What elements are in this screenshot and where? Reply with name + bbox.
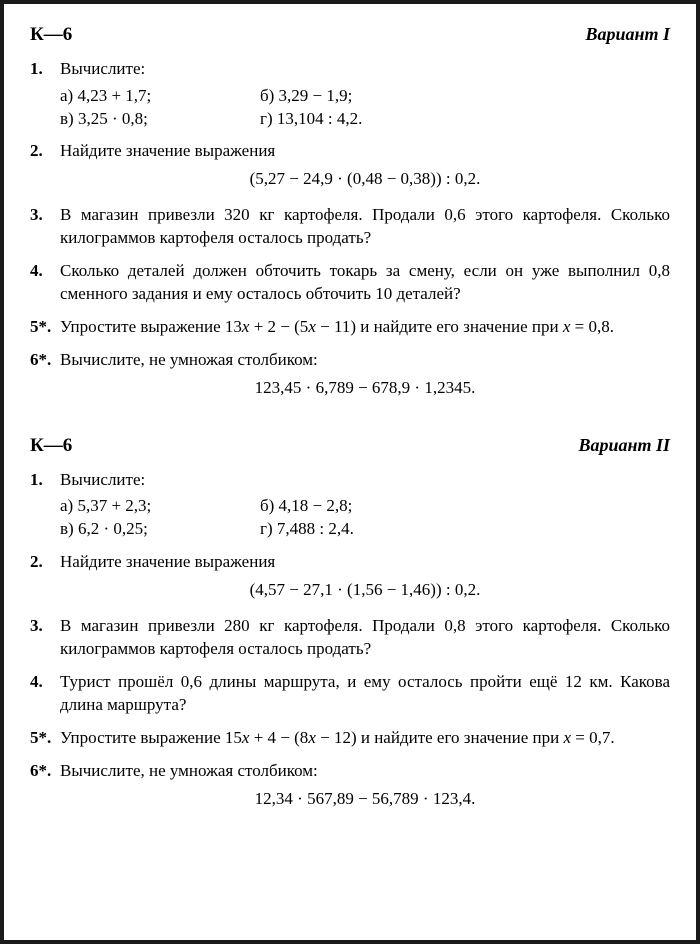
page-root: К—6Вариант I1.Вычислите:а) 4,23 + 1,7;б)… [30,22,670,814]
problem-number: 6*. [30,349,60,403]
subparts-row: а) 5,37 + 2,3;б) 4,18 − 2,8; [60,495,670,518]
variant-label: Вариант II [578,433,670,457]
subparts-row: в) 6,2 · 0,25;г) 7,488 : 2,4. [60,518,670,541]
problem-body: Сколько деталей должен обточить токарь з… [60,260,670,306]
problem-intro: Найдите значение выражения [60,551,670,574]
problem-intro: Вычислите, не умножая столбиком: [60,760,670,783]
problem-body: Вычислите, не умножая столбиком: 123,45 ·… [60,349,670,403]
problem-number: 4. [30,260,60,306]
problem-number: 2. [30,140,60,194]
problem: 2.Найдите значение выражения (4,57 − 27,1… [30,551,670,605]
problem-number: 6*. [30,760,60,814]
problem-body: Найдите значение выражения (4,57 − 27,1 ·… [60,551,670,605]
problem-number: 1. [30,469,60,542]
subpart: а) 5,37 + 2,3; [60,495,260,518]
subpart: в) 3,25 · 0,8; [60,108,260,131]
problem-text: Турист прошёл 0,6 длины маршрута, и ему … [60,671,670,717]
centered-expression: (4,57 − 27,1 · (1,56 − 1,46)) : 0,2. [60,579,670,602]
subparts-row: а) 4,23 + 1,7;б) 3,29 − 1,9; [60,85,670,108]
problem-body: Вычислите, не умножая столбиком: 12,34 · … [60,760,670,814]
problem: 1.Вычислите: а) 5,37 + 2,3;б) 4,18 − 2,8;… [30,469,670,542]
problem-text: В магазин привезли 280 кг картофеля. Про… [60,615,670,661]
problem-intro: Вычислите, не умножая столбиком: [60,349,670,372]
problem-number: 5*. [30,727,60,750]
subparts-row: в) 3,25 · 0,8;г) 13,104 : 4,2. [60,108,670,131]
problem: 4.Турист прошёл 0,6 длины маршрута, и ем… [30,671,670,717]
problem-body: В магазин привезли 320 кг картофеля. Про… [60,204,670,250]
subpart: а) 4,23 + 1,7; [60,85,260,108]
problem: 6*.Вычислите, не умножая столбиком: 12,34… [30,760,670,814]
problem-number: 2. [30,551,60,605]
problem-text: Упростите выражение 15x + 4 − (8x − 12) … [60,727,670,750]
problem: 5*.Упростите выражение 13x + 2 − (5x − 1… [30,316,670,339]
problem: 2.Найдите значение выражения (5,27 − 24,9… [30,140,670,194]
problem: 6*.Вычислите, не умножая столбиком: 123,4… [30,349,670,403]
k-label: К—6 [30,22,72,48]
problem-intro: Вычислите: [60,469,670,492]
subparts: а) 5,37 + 2,3;б) 4,18 − 2,8;в) 6,2 · 0,2… [60,495,670,541]
variant-block: К—6 Вариант I 1.Вычислите: а) 4,23 + 1,7;б)… [30,22,670,403]
variant-label: Вариант I [585,22,670,46]
centered-expression: 12,34 · 567,89 − 56,789 · 123,4. [60,788,670,811]
problem-body: Вычислите: а) 4,23 + 1,7;б) 3,29 − 1,9;в)… [60,58,670,131]
problem-intro: Вычислите: [60,58,670,81]
problem-number: 4. [30,671,60,717]
centered-expression: 123,45 · 6,789 − 678,9 · 1,2345. [60,377,670,400]
subparts: а) 4,23 + 1,7;б) 3,29 − 1,9;в) 3,25 · 0,… [60,85,670,131]
subpart: б) 3,29 − 1,9; [260,85,352,108]
problem-body: Вычислите: а) 5,37 + 2,3;б) 4,18 − 2,8;в)… [60,469,670,542]
variant-block: К—6 Вариант II 1.Вычислите: а) 5,37 + 2,3;б… [30,433,670,814]
problem: 1.Вычислите: а) 4,23 + 1,7;б) 3,29 − 1,9;… [30,58,670,131]
centered-expression: (5,27 − 24,9 · (0,48 − 0,38)) : 0,2. [60,168,670,191]
problem-text: Упростите выражение 13x + 2 − (5x − 11) … [60,316,670,339]
problem-body: В магазин привезли 280 кг картофеля. Про… [60,615,670,661]
problem-number: 5*. [30,316,60,339]
variant-header: К—6 Вариант II [30,433,670,459]
subpart: б) 4,18 − 2,8; [260,495,352,518]
subpart: в) 6,2 · 0,25; [60,518,260,541]
variant-header: К—6 Вариант I [30,22,670,48]
problem-body: Турист прошёл 0,6 длины маршрута, и ему … [60,671,670,717]
problem-text: Сколько деталей должен обточить токарь з… [60,260,670,306]
k-label: К—6 [30,433,72,459]
subpart: г) 7,488 : 2,4. [260,518,354,541]
problem: 3.В магазин привезли 280 кг картофеля. П… [30,615,670,661]
problem-body: Упростите выражение 13x + 2 − (5x − 11) … [60,316,670,339]
problem-body: Найдите значение выражения (5,27 − 24,9 ·… [60,140,670,194]
problem-text: В магазин привезли 320 кг картофеля. Про… [60,204,670,250]
problem-intro: Найдите значение выражения [60,140,670,163]
problem: 5*.Упростите выражение 15x + 4 − (8x − 1… [30,727,670,750]
problem-number: 3. [30,204,60,250]
problem: 4.Сколько деталей должен обточить токарь… [30,260,670,306]
problem-body: Упростите выражение 15x + 4 − (8x − 12) … [60,727,670,750]
problem-number: 1. [30,58,60,131]
subpart: г) 13,104 : 4,2. [260,108,362,131]
problem-number: 3. [30,615,60,661]
problem: 3.В магазин привезли 320 кг картофеля. П… [30,204,670,250]
